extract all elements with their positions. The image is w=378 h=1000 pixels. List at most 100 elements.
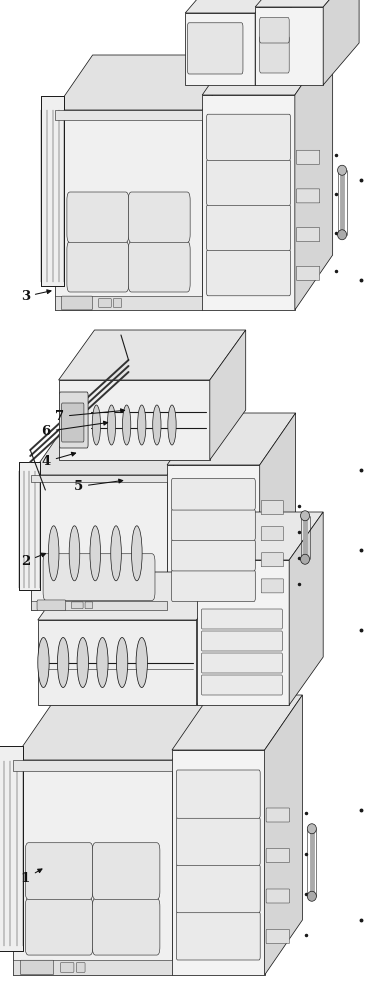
- Ellipse shape: [90, 526, 101, 581]
- Ellipse shape: [107, 405, 116, 445]
- FancyBboxPatch shape: [37, 600, 66, 611]
- Polygon shape: [167, 465, 260, 610]
- FancyBboxPatch shape: [261, 579, 284, 593]
- Text: 3: 3: [21, 290, 51, 303]
- Ellipse shape: [48, 526, 59, 581]
- Bar: [31, 601, 167, 610]
- FancyBboxPatch shape: [59, 392, 88, 448]
- FancyBboxPatch shape: [207, 114, 290, 160]
- FancyBboxPatch shape: [25, 898, 93, 955]
- FancyBboxPatch shape: [67, 241, 129, 292]
- FancyBboxPatch shape: [296, 189, 320, 203]
- Polygon shape: [172, 750, 265, 975]
- Polygon shape: [197, 512, 323, 560]
- Polygon shape: [255, 0, 291, 85]
- Ellipse shape: [307, 891, 316, 901]
- FancyBboxPatch shape: [71, 602, 83, 609]
- Bar: [13, 960, 172, 975]
- Polygon shape: [55, 110, 202, 310]
- FancyBboxPatch shape: [128, 192, 190, 242]
- Ellipse shape: [77, 638, 88, 688]
- Polygon shape: [31, 475, 167, 610]
- FancyBboxPatch shape: [201, 675, 282, 695]
- FancyBboxPatch shape: [260, 17, 289, 43]
- FancyBboxPatch shape: [266, 808, 290, 822]
- Text: 1: 1: [21, 869, 42, 885]
- FancyBboxPatch shape: [20, 960, 54, 975]
- FancyBboxPatch shape: [43, 554, 155, 600]
- Polygon shape: [59, 380, 210, 460]
- Ellipse shape: [138, 405, 146, 445]
- Ellipse shape: [132, 526, 142, 581]
- Polygon shape: [202, 40, 333, 95]
- FancyBboxPatch shape: [113, 299, 122, 308]
- Polygon shape: [19, 462, 40, 590]
- Text: 6: 6: [42, 421, 108, 438]
- FancyBboxPatch shape: [201, 653, 282, 673]
- Ellipse shape: [338, 165, 347, 175]
- Bar: [55, 296, 202, 310]
- FancyBboxPatch shape: [177, 770, 260, 818]
- Polygon shape: [255, 7, 323, 85]
- Ellipse shape: [57, 638, 69, 688]
- FancyBboxPatch shape: [201, 631, 282, 651]
- FancyBboxPatch shape: [207, 159, 290, 206]
- Polygon shape: [55, 55, 240, 110]
- Ellipse shape: [122, 405, 131, 445]
- Polygon shape: [0, 746, 23, 950]
- FancyBboxPatch shape: [266, 930, 290, 944]
- Polygon shape: [289, 512, 323, 705]
- Polygon shape: [265, 695, 302, 975]
- FancyBboxPatch shape: [67, 192, 129, 242]
- Polygon shape: [255, 0, 359, 7]
- FancyBboxPatch shape: [92, 898, 160, 955]
- FancyBboxPatch shape: [92, 843, 160, 899]
- Polygon shape: [13, 705, 210, 760]
- Bar: [13, 760, 172, 771]
- Polygon shape: [295, 40, 333, 310]
- Polygon shape: [185, 0, 291, 13]
- Polygon shape: [13, 760, 172, 975]
- Polygon shape: [42, 96, 64, 286]
- Ellipse shape: [111, 526, 121, 581]
- FancyBboxPatch shape: [296, 228, 320, 242]
- FancyBboxPatch shape: [25, 843, 93, 899]
- Polygon shape: [167, 413, 296, 465]
- Polygon shape: [31, 423, 203, 475]
- FancyBboxPatch shape: [261, 553, 284, 567]
- Polygon shape: [172, 695, 302, 750]
- FancyBboxPatch shape: [172, 509, 255, 540]
- Polygon shape: [185, 13, 255, 85]
- Polygon shape: [197, 572, 231, 705]
- Polygon shape: [202, 95, 295, 310]
- Polygon shape: [197, 560, 289, 705]
- FancyBboxPatch shape: [207, 250, 290, 296]
- Ellipse shape: [153, 405, 161, 445]
- Bar: [31, 475, 167, 482]
- FancyBboxPatch shape: [296, 150, 320, 164]
- Bar: [55, 110, 202, 120]
- FancyBboxPatch shape: [85, 602, 93, 609]
- Ellipse shape: [116, 638, 128, 688]
- FancyBboxPatch shape: [172, 570, 255, 601]
- Ellipse shape: [307, 824, 316, 834]
- Ellipse shape: [338, 230, 347, 240]
- Polygon shape: [59, 330, 246, 380]
- FancyBboxPatch shape: [177, 864, 260, 913]
- Text: 7: 7: [55, 409, 125, 423]
- Ellipse shape: [301, 511, 310, 521]
- FancyBboxPatch shape: [266, 889, 290, 903]
- Text: 5: 5: [74, 479, 123, 493]
- FancyBboxPatch shape: [172, 479, 255, 510]
- FancyBboxPatch shape: [177, 912, 260, 960]
- FancyBboxPatch shape: [128, 241, 190, 292]
- Text: 2: 2: [21, 553, 45, 568]
- FancyBboxPatch shape: [61, 296, 92, 310]
- Text: 4: 4: [42, 452, 76, 468]
- FancyBboxPatch shape: [60, 963, 74, 972]
- FancyBboxPatch shape: [261, 527, 284, 541]
- Ellipse shape: [168, 405, 176, 445]
- FancyBboxPatch shape: [172, 540, 255, 571]
- FancyBboxPatch shape: [187, 23, 243, 74]
- FancyBboxPatch shape: [99, 299, 111, 308]
